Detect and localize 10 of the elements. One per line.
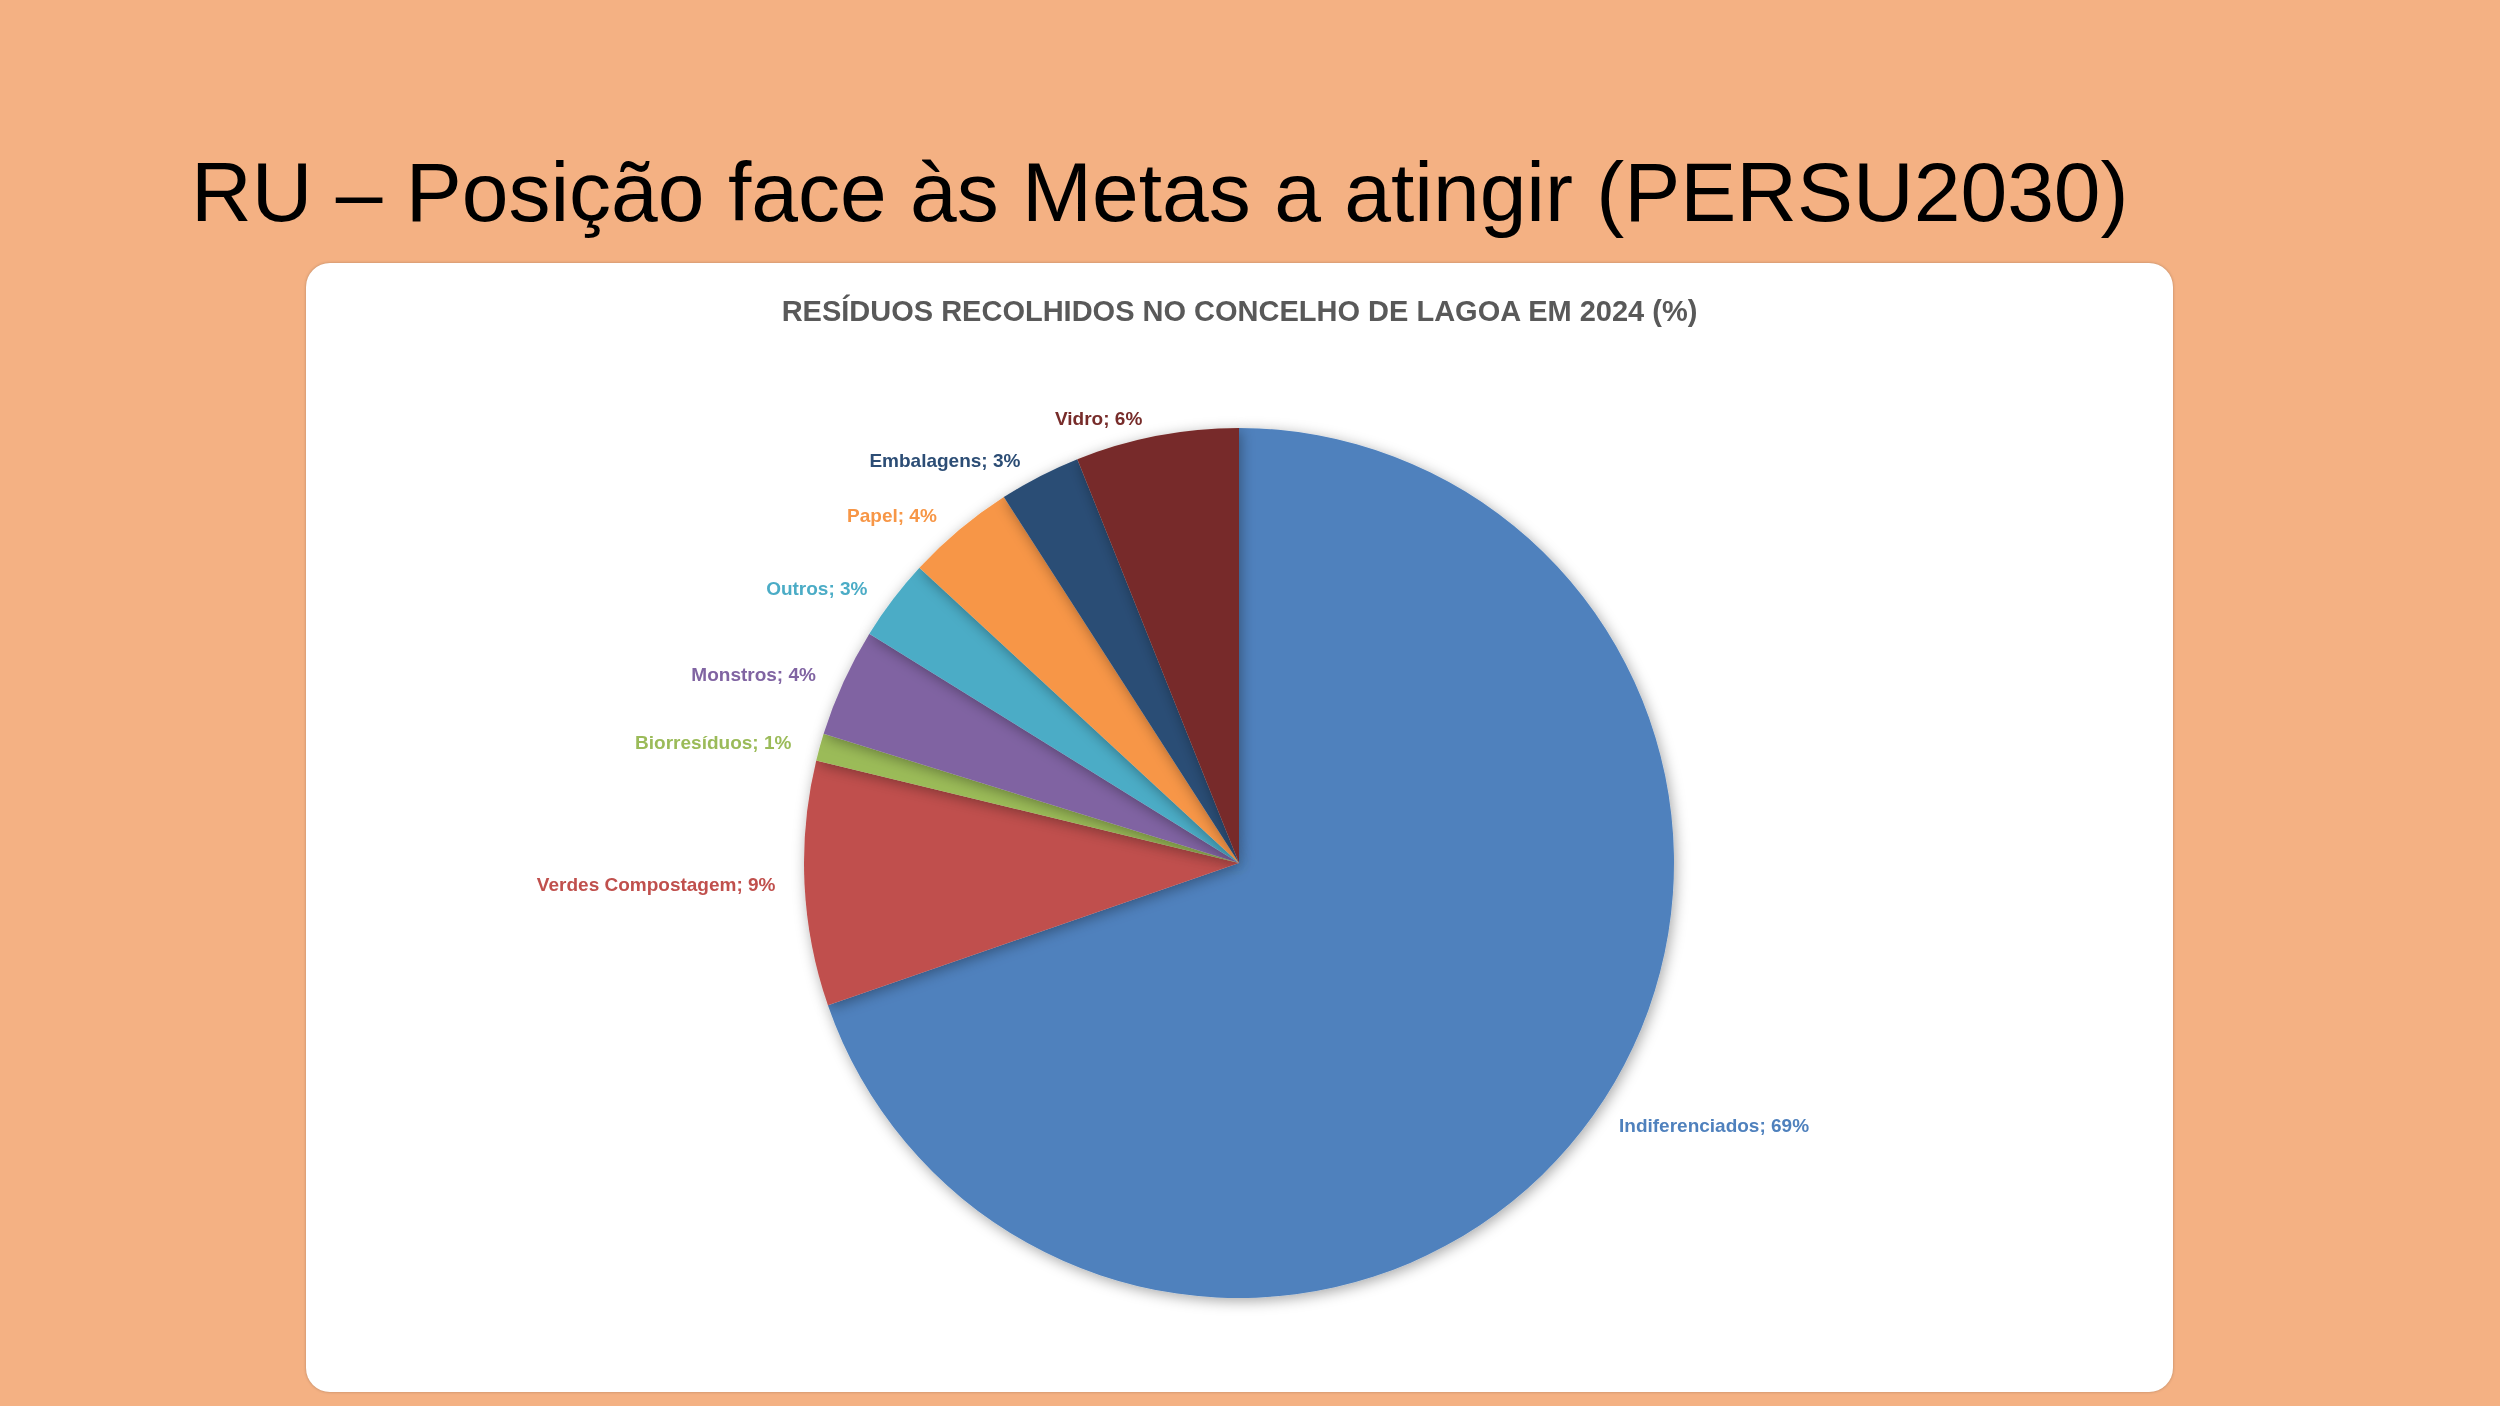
chart-subtitle: RESÍDUOS RECOLHIDOS NO CONCELHO DE LAGOA EM 2024 (%) bbox=[781, 293, 1698, 327]
slice-label: Outros; 3% bbox=[766, 578, 868, 600]
slice-label: Vidro; 6% bbox=[1054, 407, 1143, 429]
slice-label: Embalagens; 3% bbox=[869, 449, 1021, 471]
slice-label: Papel; 4% bbox=[847, 505, 937, 527]
slice-label: Verdes Compostagem; 9% bbox=[536, 874, 776, 896]
slice-label: Biorresíduos; 1% bbox=[635, 731, 792, 753]
slice-label: Indiferenciados; 69% bbox=[1619, 1115, 1810, 1137]
slice-label: Monstros; 4% bbox=[691, 664, 817, 686]
chart-title: RU – Posição face às Metas a atingir (PERSU2030) bbox=[191, 145, 2129, 239]
